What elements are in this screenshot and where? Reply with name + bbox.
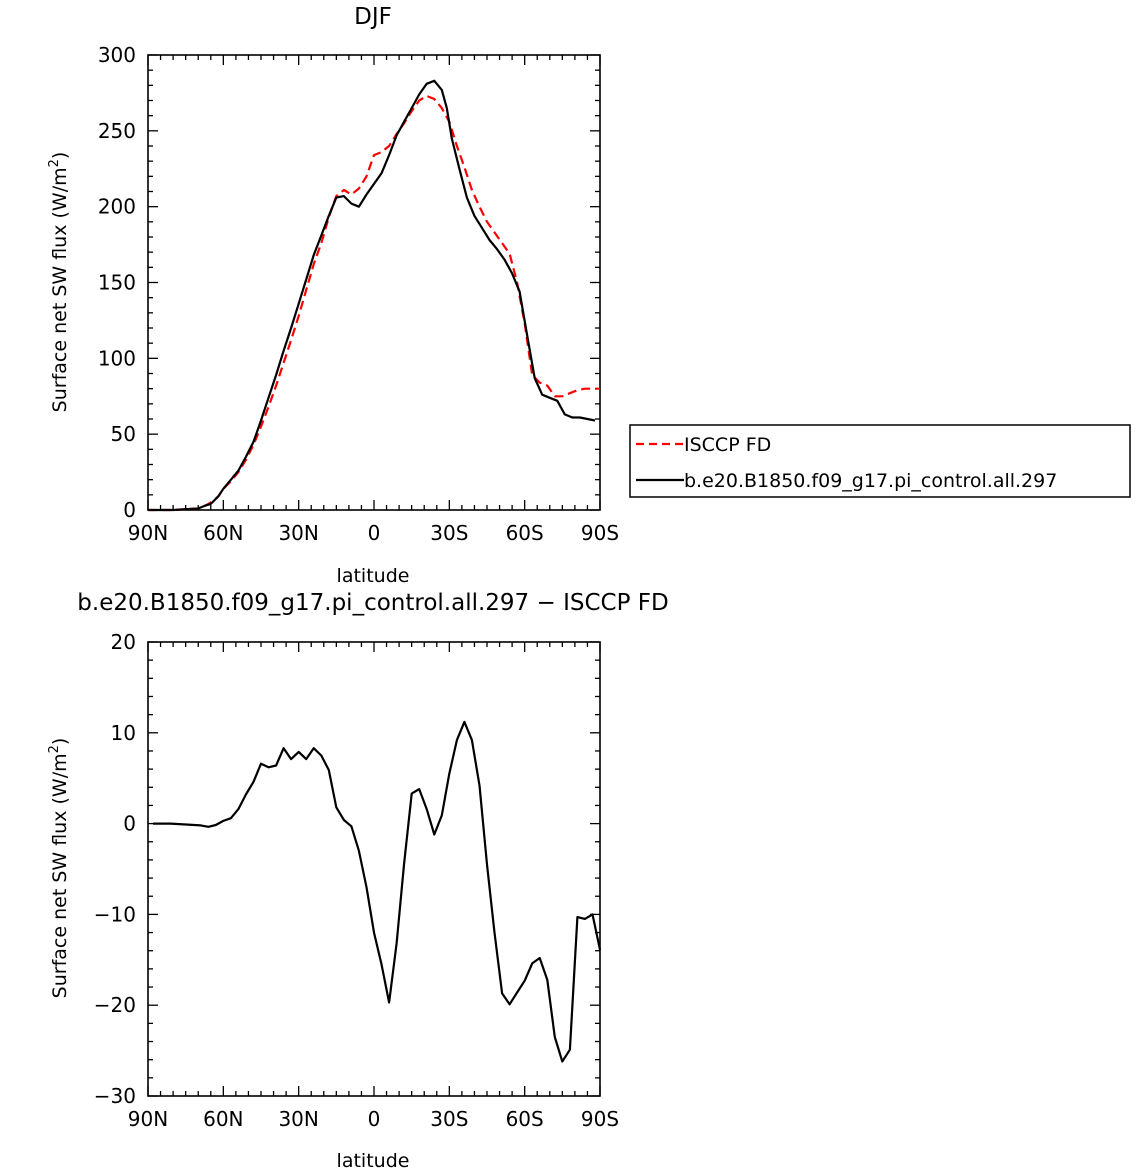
bottom-x-tick-label: 0 (368, 1107, 381, 1131)
bottom-y-tick-label: −20 (94, 993, 136, 1017)
top-y-tick-label: 250 (98, 119, 136, 143)
bottom-x-tick-label: 90N (128, 1107, 168, 1131)
bottom-chart-title: b.e20.B1850.f09_g17.pi_control.all.297 −… (77, 590, 668, 616)
top-y-tick-label: 50 (111, 422, 136, 446)
top-x-tick-label: 30S (430, 521, 468, 545)
top-y-tick-label: 100 (98, 346, 136, 370)
top-y-tick-label: 200 (98, 195, 136, 219)
top-chart-title: DJF (354, 4, 392, 30)
top-y-tick-label: 300 (98, 43, 136, 67)
top-y-axis-label-sup: 2 (47, 159, 62, 167)
bottom-x-axis-label: latitude (337, 1150, 410, 1172)
bottom-y-tick-label: 20 (111, 630, 136, 654)
legend-box (629, 424, 1131, 498)
legend-label-isccp: ISCCP FD (684, 434, 771, 456)
top-x-tick-label: 60S (506, 521, 544, 545)
bottom-y-axis-label-sup: 2 (47, 745, 62, 753)
top-panel: DJF 90N 60N 30N 0 30S 60S 90S 0 50 100 150 200 250 30… (47, 4, 1131, 587)
bottom-panel: b.e20.B1850.f09_g17.pi_control.all.297 −… (47, 590, 669, 1172)
bottom-y-axis-label-main: Surface net SW flux (W/m (49, 753, 71, 998)
bottom-y-tick-label: 10 (111, 721, 136, 745)
top-x-tick-label: 90S (581, 521, 619, 545)
top-series-line-0 (148, 94, 600, 512)
bottom-plot-frame (147, 641, 601, 1097)
top-y-tick-label: 150 (98, 271, 136, 295)
bottom-y-axis-label: Surface net SW flux (W/m2) (47, 738, 71, 999)
top-y-axis-label-main: Surface net SW flux (W/m (49, 167, 71, 412)
top-y-axis-label: Surface net SW flux (W/m2) (47, 152, 71, 413)
bottom-y-tick-label: −10 (94, 902, 136, 926)
top-x-tick-label: 30N (278, 521, 318, 545)
bottom-y-tick-label: −30 (94, 1084, 136, 1108)
bottom-x-tick-label: 90S (581, 1107, 619, 1131)
top-x-tick-label: 0 (368, 521, 381, 545)
top-x-tick-label: 60N (203, 521, 243, 545)
bottom-x-tick-label: 30S (430, 1107, 468, 1131)
bottom-x-tick-label: 60S (506, 1107, 544, 1131)
bottom-x-tick-label: 30N (278, 1107, 318, 1131)
bottom-plot-area: 90N 60N 30N 0 30S 60S 90S −30 −20 −10 0 10 20 (94, 630, 619, 1131)
legend-label-model: b.e20.B1850.f09_g17.pi_control.all.297 (684, 470, 1057, 492)
bottom-y-axis-label-end: ) (49, 738, 71, 745)
top-y-axis-label-end: ) (49, 152, 71, 159)
top-series-line-1 (148, 79, 596, 512)
top-plot-area: 90N 60N 30N 0 30S 60S 90S 0 50 100 150 200 250 300 (98, 43, 619, 545)
top-x-tick-label: 90N (128, 521, 168, 545)
top-plot-frame (147, 54, 601, 511)
bottom-y-tick-label: 0 (123, 812, 136, 836)
top-x-axis-label: latitude (337, 565, 410, 587)
bottom-x-tick-label: 60N (203, 1107, 243, 1131)
legend: ISCCP FD b.e20.B1850.f09_g17.pi_control.… (629, 424, 1131, 498)
bottom-series-line-0 (153, 720, 602, 1063)
top-y-tick-label: 0 (123, 498, 136, 522)
